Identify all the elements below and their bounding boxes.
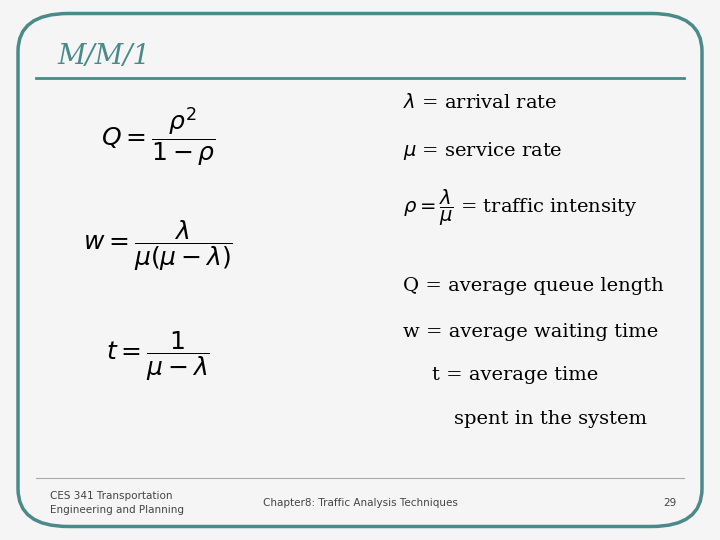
Text: spent in the system: spent in the system (454, 409, 647, 428)
FancyBboxPatch shape (18, 14, 702, 526)
Text: 29: 29 (663, 498, 676, 508)
Text: t = average time: t = average time (432, 366, 598, 384)
Text: $\mu$ = service rate: $\mu$ = service rate (403, 140, 563, 162)
Text: Engineering and Planning: Engineering and Planning (50, 505, 184, 515)
Text: w = average waiting time: w = average waiting time (403, 323, 659, 341)
Text: Chapter8: Traffic Analysis Techniques: Chapter8: Traffic Analysis Techniques (263, 498, 457, 508)
Text: $\rho = \dfrac{\lambda}{\mu}$ = traffic intensity: $\rho = \dfrac{\lambda}{\mu}$ = traffic … (403, 188, 637, 228)
Text: M/M/1: M/M/1 (58, 43, 150, 70)
Text: Q = average queue length: Q = average queue length (403, 277, 664, 295)
Text: $Q = \dfrac{\rho^2}{1-\rho}$: $Q = \dfrac{\rho^2}{1-\rho}$ (101, 106, 216, 169)
Text: CES 341 Transportation: CES 341 Transportation (50, 491, 173, 501)
Text: $t = \dfrac{1}{\mu - \lambda}$: $t = \dfrac{1}{\mu - \lambda}$ (107, 329, 210, 383)
Text: $\lambda$ = arrival rate: $\lambda$ = arrival rate (403, 93, 557, 112)
Text: $w = \dfrac{\lambda}{\mu(\mu - \lambda)}$: $w = \dfrac{\lambda}{\mu(\mu - \lambda)}… (84, 218, 233, 273)
